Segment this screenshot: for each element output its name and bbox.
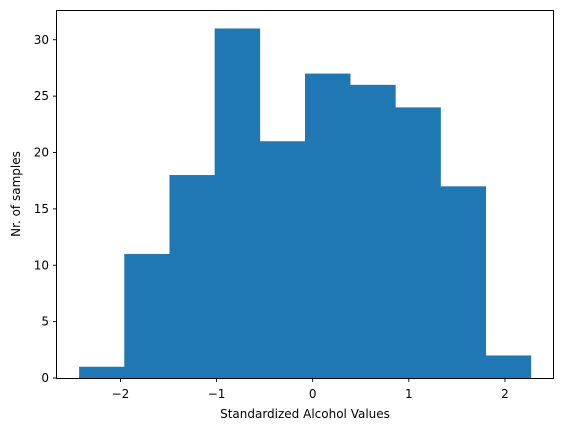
bars-group: [79, 28, 532, 379]
histogram-bar: [440, 186, 487, 378]
y-tick-label: 10: [34, 258, 49, 272]
y-tick-label: 20: [34, 146, 49, 160]
y-tick-label: 15: [34, 202, 49, 216]
x-axis-label: Standardized Alcohol Values: [220, 407, 390, 421]
plot-frame: [56, 10, 554, 379]
x-axis-ticks: −2 −1 0 1 2: [112, 378, 509, 401]
x-tick-label: 2: [501, 387, 509, 401]
histogram-bar: [169, 175, 215, 378]
y-tick-label: 5: [41, 315, 49, 329]
histogram-bar: [79, 366, 125, 378]
histogram-bar: [305, 73, 351, 378]
y-tick-label: 0: [41, 371, 49, 385]
x-tick-label: −1: [208, 387, 226, 401]
y-axis-label: Nr. of samples: [9, 151, 23, 237]
histogram-bar: [124, 253, 170, 378]
x-tick-label: −2: [112, 387, 130, 401]
x-tick-label: 1: [405, 387, 413, 401]
histogram-bar: [214, 28, 261, 378]
histogram-bar: [259, 141, 306, 378]
histogram-bar: [485, 355, 532, 378]
x-tick-label: 0: [309, 387, 317, 401]
y-tick-label: 25: [34, 89, 49, 103]
y-tick-label: 30: [34, 33, 49, 47]
y-axis-ticks: 0 5 10 15 20 25 30: [34, 33, 57, 385]
histogram-bar: [350, 84, 396, 378]
histogram-bar: [395, 107, 441, 379]
